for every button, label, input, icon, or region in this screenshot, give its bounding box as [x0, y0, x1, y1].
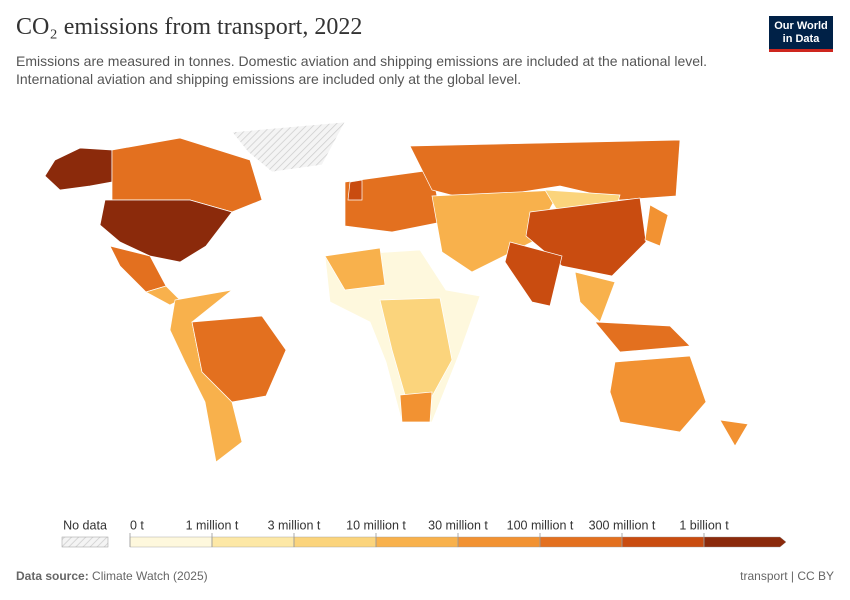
- new-zealand: [719, 419, 749, 447]
- legend-tick-label: 10 million t: [346, 518, 406, 532]
- chart-title: CO₂ emissions from transport, 2022: [16, 14, 363, 40]
- legend-no-data-label: No data: [63, 518, 107, 532]
- legend-tick-label: 3 million t: [268, 518, 321, 532]
- middle-east: [431, 189, 561, 273]
- brazil: [191, 315, 287, 403]
- source-text[interactable]: Climate Watch (2025): [92, 569, 208, 583]
- legend-tick-label: 300 million t: [589, 518, 656, 532]
- legend-bin: [539, 536, 623, 548]
- legend-no-data: [61, 536, 109, 548]
- footer-right: transport | CC BY: [740, 569, 834, 583]
- legend-tick-label: 30 million t: [428, 518, 488, 532]
- legend-tick-label: 1 million t: [186, 518, 239, 532]
- south-africa: [399, 391, 433, 423]
- uk: [347, 179, 363, 201]
- india: [504, 241, 563, 307]
- legend-bin: [621, 536, 705, 548]
- indonesia: [594, 321, 691, 353]
- greenland: [231, 121, 346, 173]
- chart-subtitle: Emissions are measured in tonnes. Domest…: [16, 53, 708, 87]
- legend-bin: [375, 536, 459, 548]
- source: Data source: Climate Watch (2025): [16, 569, 208, 583]
- japan: [644, 204, 669, 247]
- source-label: Data source:: [16, 569, 89, 583]
- usa: [99, 199, 233, 263]
- australia: [609, 355, 707, 433]
- legend-bin: [703, 536, 787, 548]
- legend-bin: [129, 536, 213, 548]
- legend-bin: [457, 536, 541, 548]
- north-africa: [324, 247, 386, 291]
- world-map: [44, 121, 749, 463]
- alaska: [44, 147, 113, 191]
- southeast-asia: [574, 271, 616, 323]
- legend-bin: [211, 536, 295, 548]
- logo[interactable]: Our World in Data: [769, 16, 833, 52]
- legend-tick-label: 0 t: [130, 518, 144, 532]
- legend-bin: [293, 536, 377, 548]
- legend-tick-label: 1 billion t: [679, 518, 729, 532]
- legend-tick-label: 100 million t: [507, 518, 574, 532]
- europe: [344, 169, 443, 233]
